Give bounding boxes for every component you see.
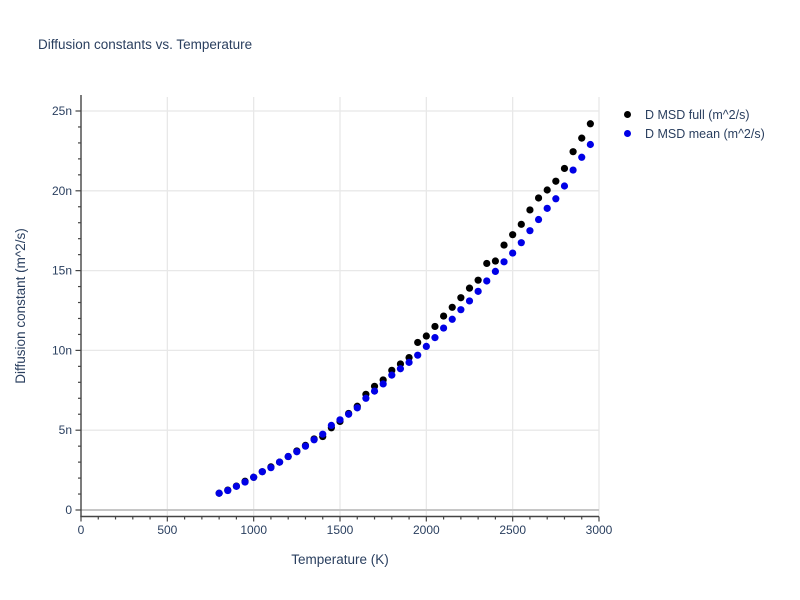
data-point-mean[interactable] <box>586 140 594 149</box>
data-point-mean[interactable] <box>483 277 491 285</box>
data-point-mean[interactable] <box>241 478 249 486</box>
data-point-mean[interactable] <box>422 342 430 351</box>
data-point-mean[interactable] <box>500 258 508 266</box>
data-point-mean[interactable] <box>448 315 456 323</box>
data-point-mean[interactable] <box>440 324 448 332</box>
legend-label-mean: D MSD mean (m^2/s) <box>645 126 765 141</box>
data-point-mean[interactable] <box>258 468 266 476</box>
data-point-mean[interactable] <box>293 448 301 456</box>
data-point-mean[interactable] <box>379 380 387 388</box>
x-tick-label: 2000 <box>413 523 440 537</box>
data-point-mean[interactable] <box>396 365 405 373</box>
data-point-mean[interactable] <box>578 153 586 161</box>
data-point-full[interactable] <box>483 259 491 268</box>
data-point-mean[interactable] <box>414 351 422 359</box>
data-point-mean[interactable] <box>509 249 517 257</box>
data-point-full[interactable] <box>457 294 465 302</box>
data-point-mean[interactable] <box>560 182 569 190</box>
data-point-full[interactable] <box>465 284 474 292</box>
data-point-mean[interactable] <box>534 215 543 224</box>
y-tick-label: 25n <box>52 104 72 118</box>
y-tick-label: 10n <box>52 343 72 357</box>
data-point-mean[interactable] <box>474 287 482 295</box>
data-point-mean[interactable] <box>517 239 525 247</box>
y-tick-label: 0 <box>65 503 72 517</box>
data-point-mean[interactable] <box>388 371 396 379</box>
data-point-mean[interactable] <box>267 464 275 472</box>
data-point-mean[interactable] <box>336 416 344 424</box>
data-point-mean[interactable] <box>215 489 223 497</box>
data-point-mean[interactable] <box>370 387 379 395</box>
y-tick-label: 20n <box>52 184 72 198</box>
data-point-mean[interactable] <box>405 358 413 366</box>
legend-marker-mean-icon <box>624 130 631 137</box>
legend-marker-full-icon <box>624 111 631 118</box>
data-point-mean[interactable] <box>457 306 465 314</box>
y-axis-title: Diffusion constant (m^2/s) <box>13 228 28 384</box>
data-point-mean[interactable] <box>301 442 310 450</box>
x-tick-label: 3000 <box>586 523 613 537</box>
data-point-mean[interactable] <box>362 394 370 402</box>
legend-item-d-msd-full[interactable]: D MSD full (m^2/s) <box>612 105 765 124</box>
data-point-mean[interactable] <box>232 482 240 490</box>
x-tick-label: 0 <box>78 523 85 537</box>
data-point-full[interactable] <box>517 220 525 228</box>
data-point-mean[interactable] <box>250 473 258 481</box>
data-point-mean[interactable] <box>569 166 577 174</box>
legend: D MSD full (m^2/s) D MSD mean (m^2/s) <box>612 105 765 143</box>
data-point-full[interactable] <box>509 231 517 239</box>
data-point-mean[interactable] <box>526 227 534 235</box>
data-point-mean[interactable] <box>552 195 560 203</box>
data-point-mean[interactable] <box>284 452 292 461</box>
data-point-full[interactable] <box>569 148 577 156</box>
data-point-mean[interactable] <box>310 436 318 444</box>
y-tick-label: 15n <box>52 264 72 278</box>
data-point-full[interactable] <box>552 177 560 185</box>
data-point-mean[interactable] <box>319 430 327 438</box>
data-point-full[interactable] <box>448 303 456 311</box>
data-point-full[interactable] <box>491 257 499 265</box>
data-point-mean[interactable] <box>353 404 361 412</box>
data-point-full[interactable] <box>440 312 448 320</box>
data-point-mean[interactable] <box>543 204 551 212</box>
data-point-full[interactable] <box>500 241 508 249</box>
data-point-full[interactable] <box>560 164 569 173</box>
x-tick-label: 2500 <box>499 523 526 537</box>
data-point-full[interactable] <box>543 186 551 194</box>
data-point-mean[interactable] <box>465 297 474 305</box>
data-point-mean[interactable] <box>491 267 499 275</box>
x-axis-title: Temperature (K) <box>291 552 389 567</box>
data-point-full[interactable] <box>431 322 439 331</box>
y-tick-label: 5n <box>59 423 72 437</box>
data-point-mean[interactable] <box>275 458 284 466</box>
x-tick-label: 1500 <box>327 523 354 537</box>
legend-item-d-msd-mean[interactable]: D MSD mean (m^2/s) <box>612 124 765 143</box>
data-point-full[interactable] <box>414 338 422 347</box>
chart-title: Diffusion constants vs. Temperature <box>38 37 253 52</box>
data-point-full[interactable] <box>586 120 594 128</box>
data-point-full[interactable] <box>578 134 586 142</box>
data-point-full[interactable] <box>526 206 534 214</box>
data-point-mean[interactable] <box>345 410 353 418</box>
data-point-full[interactable] <box>422 332 430 340</box>
x-tick-label: 500 <box>157 523 177 537</box>
data-point-mean[interactable] <box>327 421 335 430</box>
data-point-mean[interactable] <box>224 486 232 495</box>
data-point-mean[interactable] <box>431 334 439 342</box>
x-tick-label: 1000 <box>240 523 267 537</box>
legend-label-full: D MSD full (m^2/s) <box>645 107 750 122</box>
data-point-full[interactable] <box>474 276 482 284</box>
data-point-full[interactable] <box>534 194 543 202</box>
